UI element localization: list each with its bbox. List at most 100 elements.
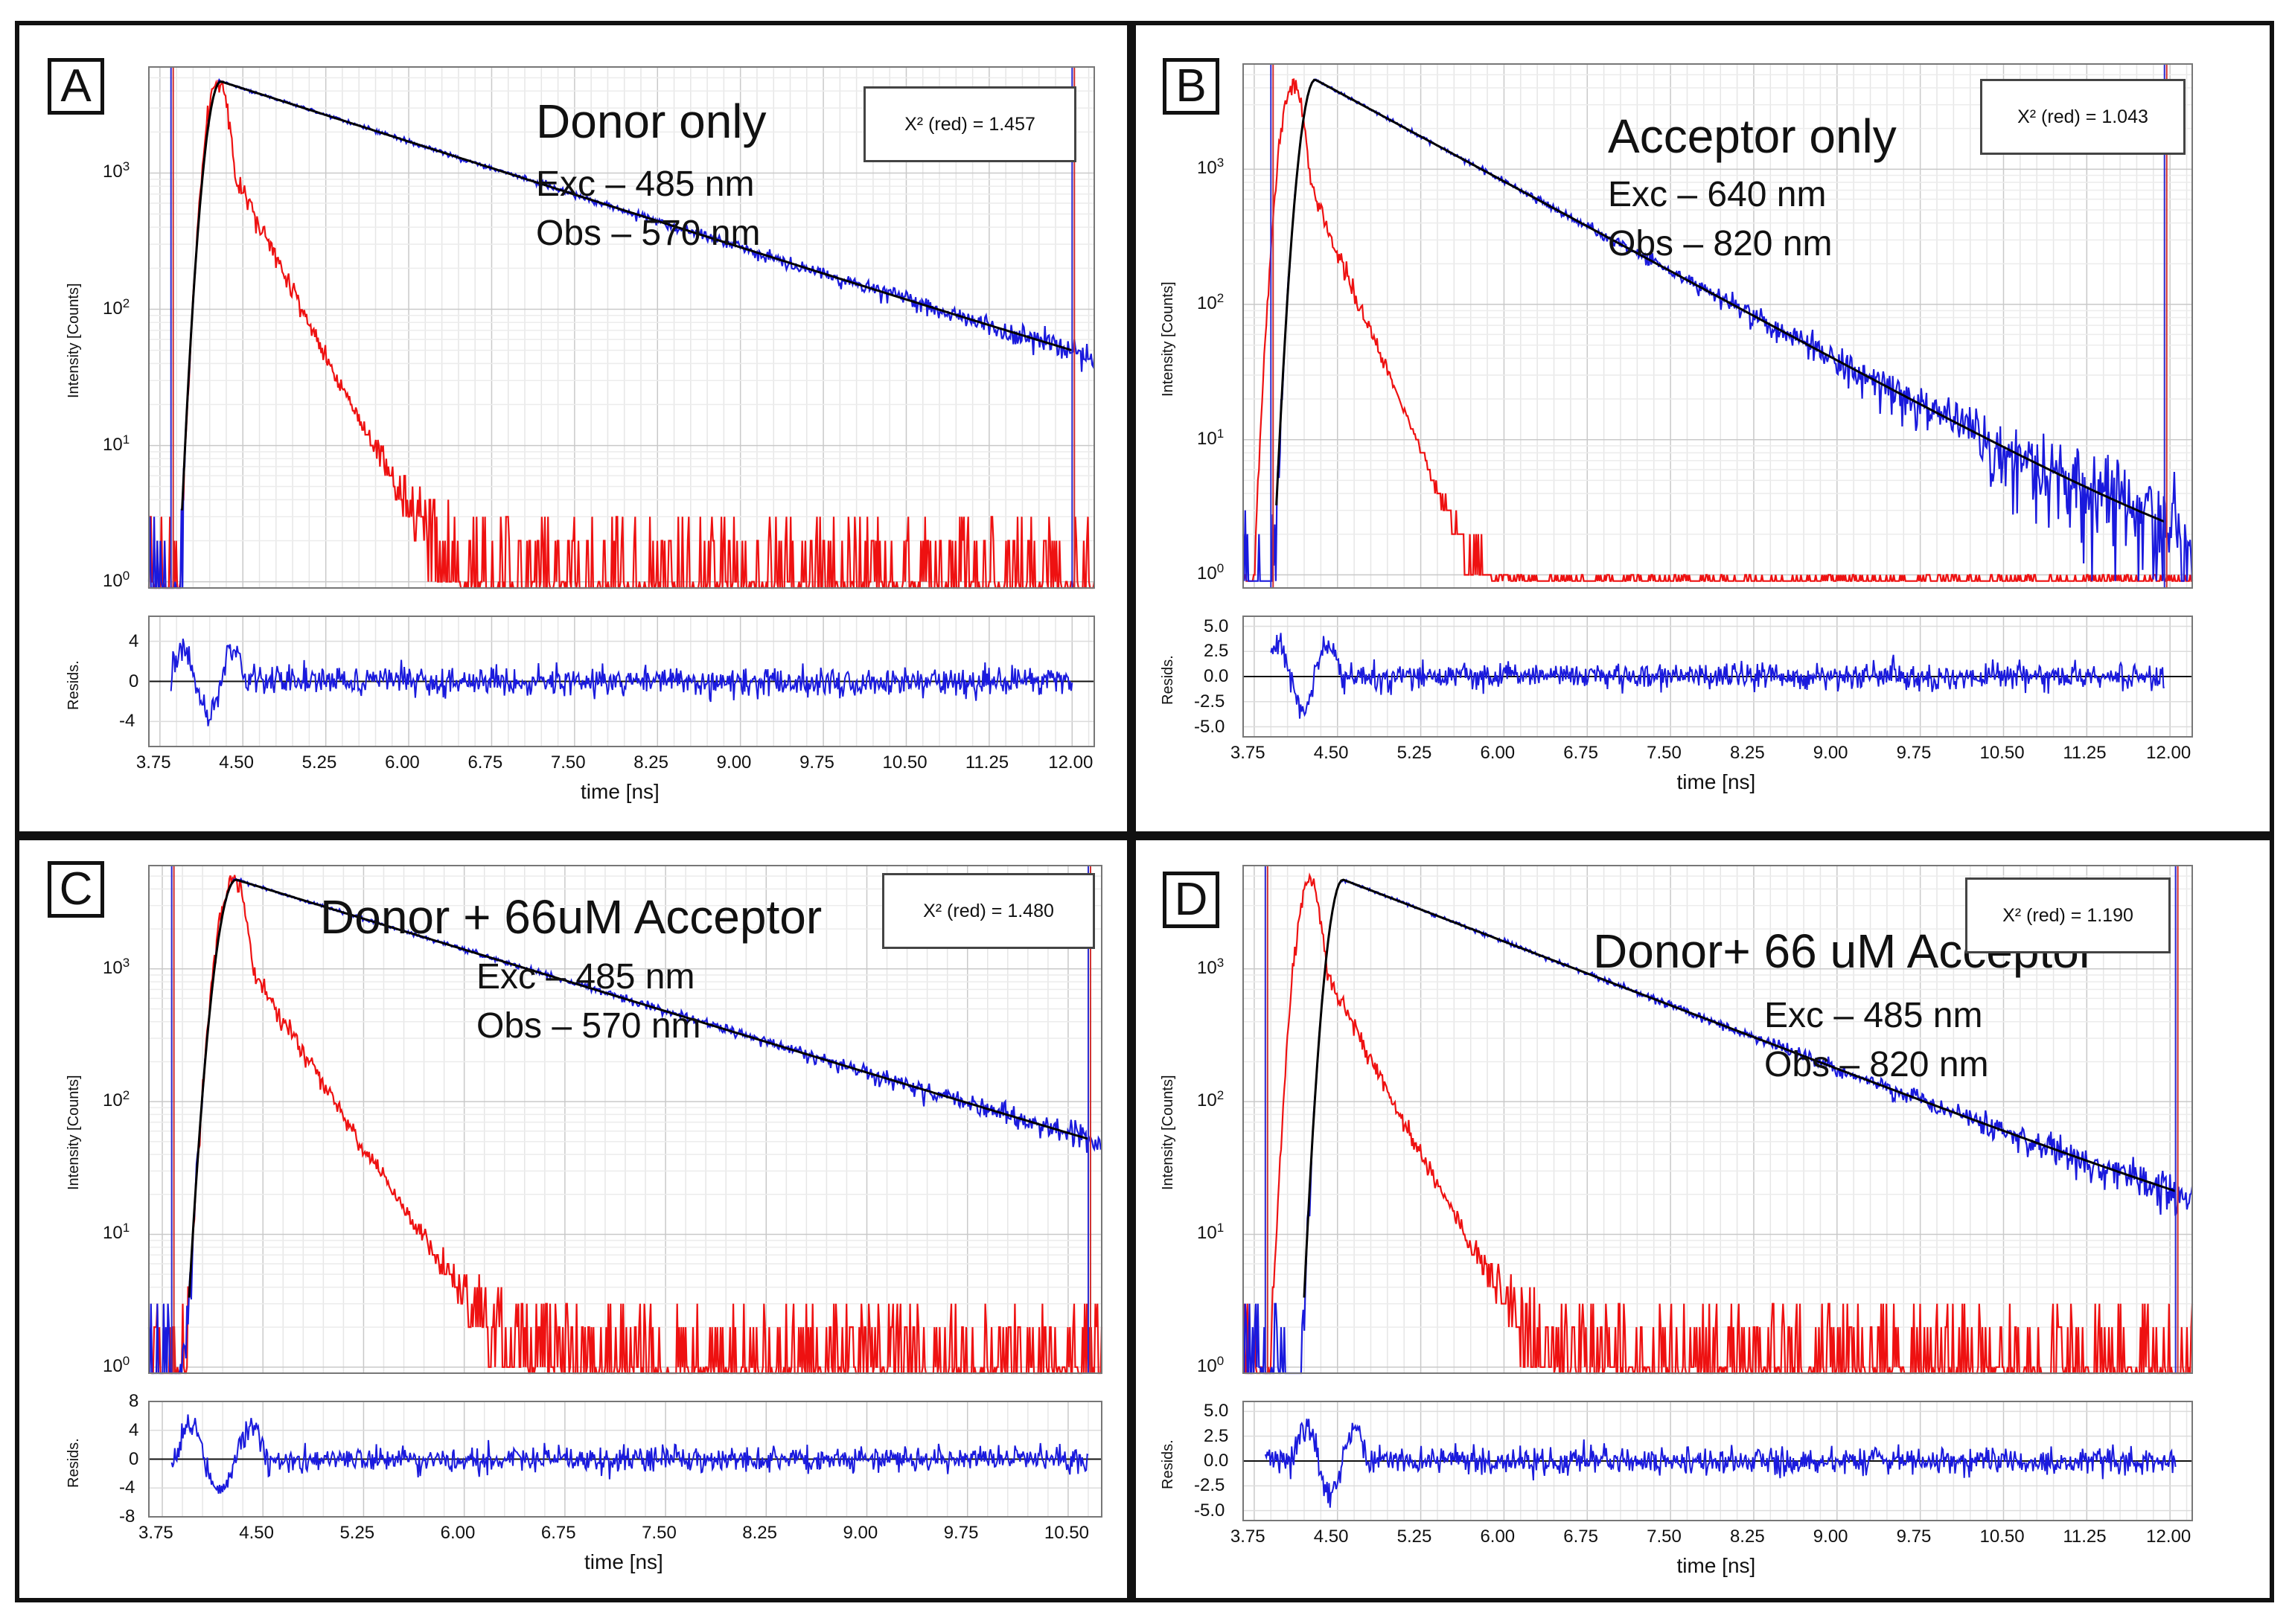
resid-tick-label: -4 — [119, 1477, 135, 1498]
x-tick-label: 5.25 — [1396, 743, 1432, 763]
x-tick-label: 4.50 — [1313, 743, 1349, 763]
y-tick-base: 10 — [1197, 1223, 1217, 1244]
y-axis-label: Intensity [Counts] — [66, 1075, 82, 1190]
y-tick-label: 103 — [103, 956, 130, 979]
y-tick-exponent: 1 — [122, 432, 130, 447]
panel-d: D Donor+ 66 uM Acceptor Exc – 485 nm Obs – … — [1131, 836, 2274, 1602]
y-tick-exponent: 2 — [122, 295, 130, 310]
y-tick-label: 100 — [1197, 1354, 1224, 1377]
x-tick-label: 4.50 — [239, 1523, 274, 1543]
x-tick-label: 10.50 — [882, 752, 928, 773]
resid-tick-label: -5.0 — [1194, 716, 1225, 737]
panel-svg — [15, 836, 1131, 1602]
resid-frame — [148, 616, 1095, 747]
fit-series-line — [1275, 78, 2165, 523]
resid-tick-label: 8 — [129, 1391, 139, 1411]
residuals-line — [170, 639, 1073, 726]
resid-tick-label: -5.0 — [1194, 1500, 1225, 1521]
y-tick-base: 10 — [103, 298, 123, 319]
x-tick-label: 3.75 — [1230, 743, 1265, 763]
x-tick-label: 6.00 — [1480, 1527, 1516, 1547]
resid-tick-label: 2.5 — [1204, 1425, 1229, 1446]
y-tick-exponent: 2 — [1216, 291, 1225, 306]
x-tick-label: 7.50 — [550, 752, 586, 773]
x-tick-label: 6.00 — [1480, 743, 1516, 763]
panel-c: C Donor + 66uM Acceptor Exc – 485 nm Obs – … — [15, 836, 1131, 1602]
y-tick-label: 102 — [1197, 291, 1224, 314]
x-tick-label: 12.00 — [1048, 752, 1094, 773]
x-tick-label: 9.75 — [1896, 743, 1932, 763]
x-tick-label: 9.75 — [943, 1523, 979, 1543]
x-tick-label: 3.75 — [138, 1523, 173, 1543]
x-tick-label: 7.50 — [1647, 1527, 1682, 1547]
y-tick-base: 10 — [1197, 1355, 1217, 1376]
resid-axis-label: Resids. — [1160, 655, 1176, 705]
y-tick-label: 100 — [1197, 561, 1224, 584]
y-tick-label: 100 — [103, 569, 130, 592]
x-tick-label: 9.75 — [1896, 1527, 1932, 1547]
observation-label: Obs – 570 nm — [536, 214, 761, 253]
y-tick-base: 10 — [103, 1223, 123, 1244]
panel-border — [15, 21, 1131, 836]
x-axis-label: time [ns] — [1676, 1554, 1756, 1577]
resid-tick-label: 2.5 — [1204, 641, 1229, 662]
y-tick-label: 101 — [1197, 1221, 1224, 1244]
x-tick-label: 8.25 — [1729, 743, 1765, 763]
x-tick-label: 4.50 — [219, 752, 254, 773]
resid-axis-label: Resids. — [66, 1437, 82, 1488]
x-tick-label: 6.00 — [385, 752, 420, 773]
x-tick-label: 10.50 — [1979, 1527, 2025, 1547]
resid-tick-label: 0.0 — [1204, 666, 1229, 686]
x-tick-label: 5.25 — [301, 752, 337, 773]
panel-title: Donor + 66uM Acceptor — [320, 890, 823, 944]
resid-tick-label: 5.0 — [1204, 1401, 1229, 1422]
x-tick-label: 7.50 — [642, 1523, 677, 1543]
resid-tick-label: 0 — [129, 1448, 139, 1469]
x-tick-label: 11.25 — [965, 752, 1009, 773]
y-tick-exponent: 1 — [1216, 1221, 1225, 1235]
y-tick-base: 10 — [103, 434, 123, 455]
y-tick-base: 10 — [1197, 957, 1217, 978]
panel-letter: D — [1163, 872, 1219, 928]
x-tick-label: 9.00 — [843, 1523, 878, 1543]
grid-lines — [1243, 63, 2192, 737]
resid-axis-label: Resids. — [1160, 1439, 1176, 1489]
x-tick-label: 8.25 — [1729, 1527, 1765, 1547]
y-axis-label: Intensity [Counts] — [66, 283, 82, 398]
y-tick-base: 10 — [103, 957, 123, 978]
plot-frame — [1242, 865, 2193, 1374]
resid-tick-label: -8 — [119, 1506, 135, 1527]
y-tick-exponent: 3 — [122, 159, 130, 174]
resid-axis-label: Resids. — [66, 659, 82, 710]
observation-label: Obs – 570 nm — [476, 1006, 701, 1046]
grid-lines — [1243, 865, 2192, 1521]
panel-letter: C — [48, 861, 104, 918]
x-tick-label: 7.50 — [1647, 743, 1682, 763]
observation-label: Obs – 820 nm — [1764, 1045, 1989, 1084]
y-tick-base: 10 — [1197, 563, 1217, 584]
y-tick-label: 102 — [1197, 1088, 1224, 1111]
y-tick-exponent: 1 — [122, 1221, 130, 1235]
chi-square-box: X² (red) = 1.190 — [1965, 877, 2171, 953]
resid-tick-label: 4 — [129, 630, 139, 651]
fit-series-line — [181, 80, 1073, 511]
x-tick-label: 9.00 — [716, 752, 752, 773]
y-tick-exponent: 2 — [1216, 1088, 1225, 1103]
panel-border — [15, 836, 1131, 1602]
panel-letter: B — [1163, 58, 1219, 115]
irf-series-line — [147, 79, 1096, 589]
grid-lines — [149, 865, 1102, 1518]
panel-title: Acceptor only — [1608, 109, 1897, 163]
panel-a: A Donor only Exc – 485 nm Obs – 570 nm X² (r… — [15, 21, 1131, 836]
x-tick-label: 6.00 — [440, 1523, 476, 1543]
excitation-label: Exc – 485 nm — [1764, 996, 1983, 1035]
y-tick-exponent: 0 — [122, 568, 130, 583]
y-tick-label: 103 — [103, 159, 130, 182]
x-tick-label: 6.75 — [1563, 1527, 1598, 1547]
resid-tick-label: 0 — [129, 671, 139, 691]
y-tick-label: 101 — [103, 1221, 130, 1244]
y-tick-exponent: 1 — [1216, 426, 1225, 441]
x-axis-label: time [ns] — [584, 1550, 663, 1573]
y-tick-base: 10 — [103, 1355, 123, 1376]
residuals-line — [170, 1414, 1089, 1494]
